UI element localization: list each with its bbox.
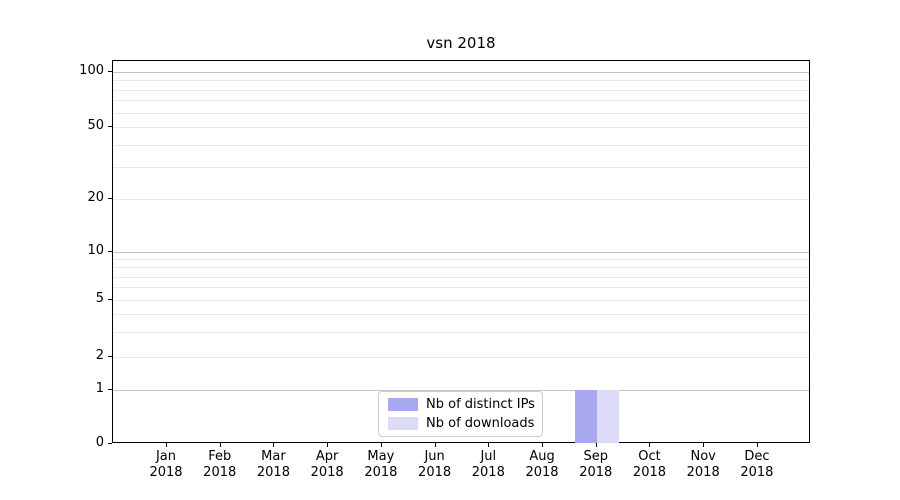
bar-nb-of-distinct-ips-sep — [574, 390, 597, 443]
y-tick-mark-100 — [108, 71, 112, 72]
chart-title: vsn 2018 — [426, 34, 496, 52]
x-tick-mark-may — [380, 443, 382, 447]
y-tick-mark-10 — [108, 251, 112, 252]
x-tick-mark-feb — [219, 443, 221, 447]
minor-gridline-4 — [113, 313, 809, 315]
y-tick-label-2: 2 — [95, 348, 104, 363]
minor-gridline-60 — [113, 112, 809, 114]
minor-gridline-30 — [113, 167, 809, 169]
x-tick-mark-sep — [595, 443, 597, 447]
y-tick-mark-5 — [108, 299, 112, 300]
y-tick-label-1: 1 — [95, 381, 104, 396]
minor-gridline-90 — [113, 80, 809, 82]
major-gridline-2 — [113, 357, 809, 358]
major-gridline-100 — [113, 72, 809, 73]
legend-swatch-distinct-ips — [388, 398, 418, 411]
major-gridline-5 — [113, 300, 809, 301]
x-tick-label-mar: Mar 2018 — [256, 449, 290, 480]
x-tick-mark-jun — [434, 443, 436, 447]
x-tick-mark-aug — [542, 443, 544, 447]
minor-gridline-80 — [113, 89, 809, 91]
minor-gridline-8 — [113, 267, 809, 269]
y-tick-label-10: 10 — [87, 243, 104, 258]
x-tick-label-may: May 2018 — [364, 449, 398, 480]
y-tick-label-0: 0 — [95, 435, 104, 450]
x-tick-label-aug: Aug 2018 — [525, 449, 559, 480]
x-tick-label-sep: Sep 2018 — [579, 449, 613, 480]
x-tick-label-nov: Nov 2018 — [686, 449, 720, 480]
major-gridline-20 — [113, 199, 809, 200]
y-tick-mark-20 — [108, 198, 112, 199]
y-tick-label-20: 20 — [87, 190, 104, 205]
major-gridline-50 — [113, 127, 809, 128]
x-tick-label-jun: Jun 2018 — [418, 449, 452, 480]
minor-gridline-7 — [113, 276, 809, 278]
minor-gridline-9 — [113, 259, 809, 261]
legend-swatch-downloads — [388, 417, 418, 430]
x-tick-label-jul: Jul 2018 — [471, 449, 505, 480]
y-tick-label-5: 5 — [95, 291, 104, 306]
y-tick-mark-1 — [108, 389, 112, 390]
major-gridline-10 — [113, 252, 809, 253]
minor-gridline-3 — [113, 331, 809, 333]
x-tick-mark-jan — [166, 443, 167, 447]
legend-label-downloads: Nb of downloads — [426, 415, 535, 431]
x-tick-label-dec: Dec 2018 — [740, 449, 774, 480]
major-gridline-1 — [113, 390, 809, 391]
x-tick-label-feb: Feb 2018 — [203, 449, 237, 480]
x-tick-mark-dec — [756, 443, 758, 447]
y-tick-label-50: 50 — [87, 118, 104, 133]
minor-gridline-40 — [113, 144, 809, 146]
legend-entry-distinct-ips: Nb of distinct IPs — [388, 396, 535, 413]
y-tick-mark-0 — [108, 443, 112, 444]
x-tick-mark-nov — [703, 443, 705, 447]
y-tick-mark-2 — [108, 356, 112, 357]
x-tick-label-oct: Oct 2018 — [632, 449, 667, 480]
x-tick-label-apr: Apr 2018 — [310, 449, 344, 480]
y-tick-mark-50 — [108, 126, 112, 127]
plot-area — [112, 60, 810, 443]
x-tick-mark-jul — [488, 443, 490, 447]
x-tick-mark-mar — [273, 443, 275, 447]
legend-label-distinct-ips: Nb of distinct IPs — [426, 396, 535, 412]
legend-entry-downloads: Nb of downloads — [388, 415, 535, 432]
bar-nb-of-downloads-sep — [596, 390, 619, 443]
minor-gridline-6 — [113, 287, 809, 289]
y-tick-label-100: 100 — [79, 63, 104, 78]
x-tick-mark-oct — [649, 443, 651, 447]
x-tick-label-jan: Jan 2018 — [149, 449, 183, 480]
minor-gridline-70 — [113, 100, 809, 102]
legend: Nb of distinct IPs Nb of downloads — [378, 391, 543, 437]
x-tick-mark-apr — [327, 443, 329, 447]
